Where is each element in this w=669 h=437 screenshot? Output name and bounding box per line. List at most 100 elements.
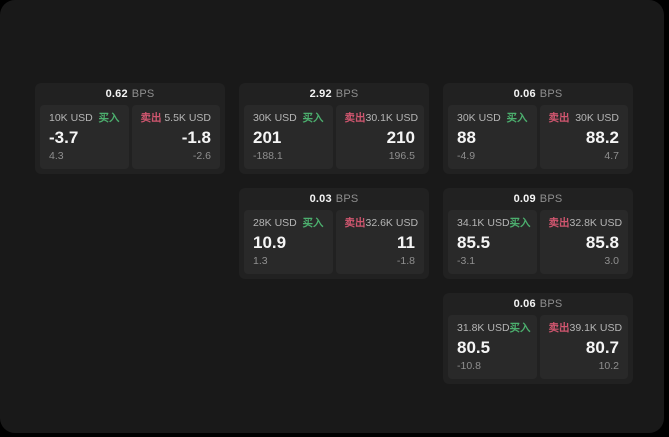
bps-unit-label: BPS bbox=[335, 88, 359, 100]
buy-sub-value: -10.8 bbox=[457, 360, 481, 372]
buy-size: 30K USD bbox=[253, 112, 297, 124]
buy-panel[interactable]: 30K USD 买入 88 -4.9 bbox=[448, 105, 537, 169]
sell-panel-top: 卖出 30K USD bbox=[549, 112, 620, 125]
sell-sub-value: -2.6 bbox=[192, 150, 211, 162]
price-panels: 30K USD 买入 201 -188.1 卖出 30.1K USD 210 1… bbox=[239, 105, 429, 174]
bps-header: 0.62 BPS bbox=[35, 83, 225, 105]
sell-side-label: 卖出 bbox=[548, 217, 570, 229]
sell-sub-value: -1.8 bbox=[396, 255, 415, 267]
sell-price: 88.2 bbox=[585, 128, 619, 147]
sell-side-label: 卖出 bbox=[344, 217, 366, 229]
buy-side-label: 买入 bbox=[302, 217, 324, 229]
sell-panel-top: 卖出 5.5K USD bbox=[141, 112, 212, 125]
sell-panel[interactable]: 卖出 32.8K USD 85.8 3.0 bbox=[539, 210, 628, 274]
buy-side-label: 买入 bbox=[506, 112, 528, 124]
bps-value: 2.92 bbox=[309, 88, 332, 100]
bps-header: 0.06 BPS bbox=[443, 83, 633, 105]
buy-size: 10K USD bbox=[49, 112, 93, 124]
buy-panel-top: 30K USD 买入 bbox=[457, 112, 528, 125]
buy-price: 80.5 bbox=[457, 338, 491, 357]
buy-panel[interactable]: 31.8K USD 买入 80.5 -10.8 bbox=[448, 315, 537, 379]
sell-panel[interactable]: 卖出 30.1K USD 210 196.5 bbox=[335, 105, 424, 169]
sell-panel-top: 卖出 30.1K USD bbox=[344, 112, 419, 125]
sell-side-label: 卖出 bbox=[344, 112, 366, 124]
buy-sub-value: -4.9 bbox=[457, 150, 476, 162]
bps-header: 0.06 BPS bbox=[443, 293, 633, 315]
sell-panel-top: 卖出 39.1K USD bbox=[548, 322, 623, 335]
price-panels: 10K USD 买入 -3.7 4.3 卖出 5.5K USD -1.8 -2.… bbox=[35, 105, 225, 174]
buy-side-label: 买入 bbox=[302, 112, 324, 124]
bps-header: 0.09 BPS bbox=[443, 188, 633, 210]
sell-panel-top: 卖出 32.8K USD bbox=[548, 217, 623, 230]
sell-size: 32.8K USD bbox=[569, 217, 623, 229]
buy-panel[interactable]: 10K USD 买入 -3.7 4.3 bbox=[40, 105, 129, 169]
bps-unit-label: BPS bbox=[539, 193, 563, 205]
buy-panel-top: 30K USD 买入 bbox=[253, 112, 324, 125]
bps-value: 0.09 bbox=[513, 193, 536, 205]
bps-unit-label: BPS bbox=[335, 193, 359, 205]
buy-panel[interactable]: 34.1K USD 买入 85.5 -3.1 bbox=[448, 210, 537, 274]
buy-side-label: 买入 bbox=[509, 217, 531, 229]
quote-card: 0.03 BPS 28K USD 买入 10.9 1.3 卖出 32.6K US… bbox=[239, 188, 429, 279]
sell-price: 11 bbox=[397, 233, 415, 252]
price-panels: 28K USD 买入 10.9 1.3 卖出 32.6K USD 11 -1.8 bbox=[239, 210, 429, 279]
sell-panel[interactable]: 卖出 5.5K USD -1.8 -2.6 bbox=[131, 105, 220, 169]
bps-unit-label: BPS bbox=[539, 298, 563, 310]
buy-panel-top: 34.1K USD 买入 bbox=[457, 217, 531, 230]
buy-price: 10.9 bbox=[253, 233, 287, 252]
sell-price: 80.7 bbox=[585, 338, 619, 357]
quote-card: 0.06 BPS 31.8K USD 买入 80.5 -10.8 卖出 39.1… bbox=[443, 293, 633, 384]
sell-panel[interactable]: 卖出 39.1K USD 80.7 10.2 bbox=[539, 315, 628, 379]
buy-sub-value: 1.3 bbox=[253, 255, 268, 267]
price-panels: 31.8K USD 买入 80.5 -10.8 卖出 39.1K USD 80.… bbox=[443, 315, 633, 384]
buy-size: 28K USD bbox=[253, 217, 297, 229]
sell-panel[interactable]: 卖出 32.6K USD 11 -1.8 bbox=[335, 210, 424, 274]
sell-sub-value: 3.0 bbox=[604, 255, 619, 267]
buy-side-label: 买入 bbox=[509, 322, 531, 334]
sell-sub-value: 10.2 bbox=[598, 360, 619, 372]
buy-size: 34.1K USD bbox=[457, 217, 510, 229]
buy-sub-value: 4.3 bbox=[49, 150, 64, 162]
bps-header: 2.92 BPS bbox=[239, 83, 429, 105]
buy-panel-top: 31.8K USD 买入 bbox=[457, 322, 531, 335]
bps-value: 0.03 bbox=[309, 193, 332, 205]
sell-panel-top: 卖出 32.6K USD bbox=[344, 217, 419, 230]
sell-side-label: 卖出 bbox=[548, 322, 570, 334]
sell-panel[interactable]: 卖出 30K USD 88.2 4.7 bbox=[539, 105, 628, 169]
sell-size: 5.5K USD bbox=[164, 112, 211, 124]
sell-sub-value: 4.7 bbox=[604, 150, 619, 162]
sell-size: 39.1K USD bbox=[569, 322, 623, 334]
buy-side-label: 买入 bbox=[98, 112, 120, 124]
quote-card: 2.92 BPS 30K USD 买入 201 -188.1 卖出 30.1K … bbox=[239, 83, 429, 174]
buy-size: 30K USD bbox=[457, 112, 501, 124]
sell-size: 30K USD bbox=[575, 112, 619, 124]
quote-grid: 0.62 BPS 10K USD 买入 -3.7 4.3 卖出 5.5K USD… bbox=[35, 83, 633, 384]
bps-value: 0.62 bbox=[105, 88, 128, 100]
buy-panel-top: 28K USD 买入 bbox=[253, 217, 324, 230]
bps-header: 0.03 BPS bbox=[239, 188, 429, 210]
quote-card: 0.62 BPS 10K USD 买入 -3.7 4.3 卖出 5.5K USD… bbox=[35, 83, 225, 174]
sell-size: 30.1K USD bbox=[365, 112, 419, 124]
buy-price: 201 bbox=[253, 128, 282, 147]
bps-unit-label: BPS bbox=[539, 88, 563, 100]
sell-side-label: 卖出 bbox=[140, 112, 162, 124]
sell-price: -1.8 bbox=[181, 128, 211, 147]
buy-price: 88 bbox=[457, 128, 476, 147]
bps-unit-label: BPS bbox=[131, 88, 155, 100]
quote-card: 0.09 BPS 34.1K USD 买入 85.5 -3.1 卖出 32.8K… bbox=[443, 188, 633, 279]
sell-side-label: 卖出 bbox=[548, 112, 570, 124]
price-panels: 30K USD 买入 88 -4.9 卖出 30K USD 88.2 4.7 bbox=[443, 105, 633, 174]
sell-price: 210 bbox=[386, 128, 415, 147]
buy-panel[interactable]: 28K USD 买入 10.9 1.3 bbox=[244, 210, 333, 274]
sell-price: 85.8 bbox=[585, 233, 619, 252]
buy-sub-value: -3.1 bbox=[457, 255, 476, 267]
quote-card: 0.06 BPS 30K USD 买入 88 -4.9 卖出 30K USD 8… bbox=[443, 83, 633, 174]
buy-size: 31.8K USD bbox=[457, 322, 510, 334]
sell-size: 32.6K USD bbox=[365, 217, 419, 229]
bps-value: 0.06 bbox=[513, 298, 536, 310]
bps-value: 0.06 bbox=[513, 88, 536, 100]
price-panels: 34.1K USD 买入 85.5 -3.1 卖出 32.8K USD 85.8… bbox=[443, 210, 633, 279]
buy-sub-value: -188.1 bbox=[253, 150, 283, 162]
buy-panel[interactable]: 30K USD 买入 201 -188.1 bbox=[244, 105, 333, 169]
